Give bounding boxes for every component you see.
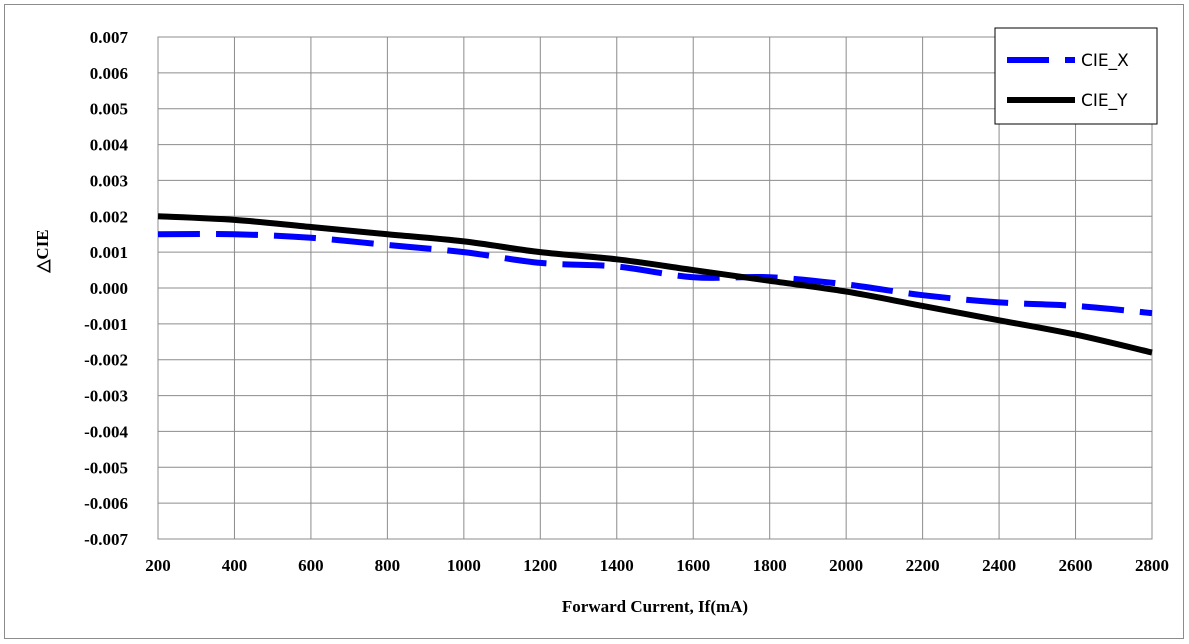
y-tick-label: 0.003 — [90, 171, 128, 190]
y-tick-labels: 0.007 0.006 0.005 0.004 0.003 0.002 0.001 0.000… — [84, 28, 128, 549]
x-tick-label: 200 — [145, 556, 171, 575]
grid — [157, 36, 1153, 540]
x-tick-label: 2600 — [1059, 556, 1093, 575]
y-tick-label: 0.005 — [90, 100, 128, 119]
x-axis-title: Forward Current, If(mA) — [562, 597, 748, 616]
x-tick-label: 600 — [298, 556, 324, 575]
legend-label: CIE_Y — [1081, 91, 1128, 111]
x-tick-label: 1800 — [753, 556, 787, 575]
plot-area — [157, 36, 1153, 540]
x-tick-label: 800 — [375, 556, 401, 575]
legend: CIE_X CIE_Y — [994, 27, 1158, 125]
y-tick-label: -0.006 — [84, 494, 128, 513]
series-line-cie-y — [157, 213, 1153, 356]
legend-label: CIE_X — [1081, 51, 1129, 71]
y-tick-label: -0.001 — [84, 315, 128, 334]
x-tick-label: 2000 — [829, 556, 863, 575]
y-tick-label: 0.004 — [90, 136, 129, 155]
x-tick-label: 2200 — [906, 556, 940, 575]
y-tick-label: 0.006 — [90, 64, 128, 83]
x-tick-label: 1200 — [523, 556, 557, 575]
x-tick-label: 1000 — [447, 556, 481, 575]
y-tick-label: -0.004 — [84, 422, 128, 441]
y-axis-title: △CIE — [33, 229, 52, 273]
legend-box — [994, 27, 1158, 125]
y-tick-label: 0.002 — [90, 207, 128, 226]
x-tick-label: 1400 — [600, 556, 634, 575]
x-tick-label: 2800 — [1135, 556, 1169, 575]
y-tick-label: 0.000 — [90, 279, 128, 298]
y-tick-label: 0.007 — [90, 28, 129, 47]
x-tick-label: 400 — [222, 556, 248, 575]
y-tick-label: -0.002 — [84, 351, 128, 370]
y-tick-label: -0.007 — [84, 530, 128, 549]
y-tick-label: -0.005 — [84, 458, 128, 477]
x-tick-label: 1600 — [676, 556, 710, 575]
y-tick-label: 0.001 — [90, 243, 128, 262]
y-tick-label: -0.003 — [84, 387, 128, 406]
chart-frame — [4, 4, 1184, 639]
series-line-cie-x — [157, 230, 1153, 317]
x-tick-label: 2400 — [982, 556, 1016, 575]
series-group — [157, 213, 1153, 356]
x-tick-labels: 200 400 600 800 1000 1200 1400 1600 1800 2000 2200… — [145, 556, 1169, 575]
